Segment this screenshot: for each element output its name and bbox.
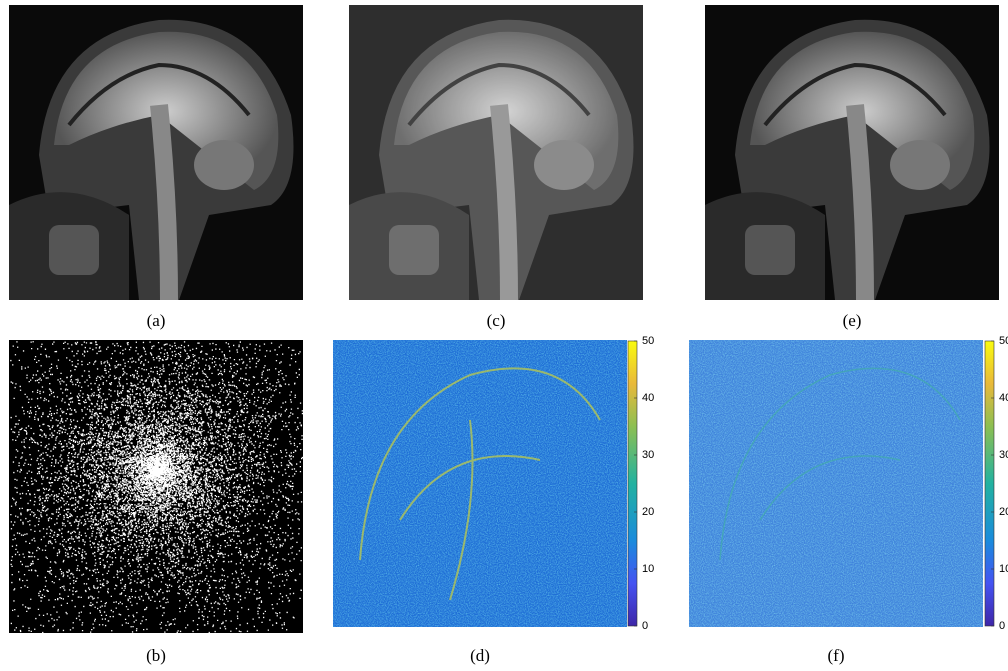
panel-caption: (e) <box>843 311 862 330</box>
figure: (a) (b) (c) (d) (e) (f) 0 10 20 30 40 50 0 10 20 30 40 50 <box>0 0 1008 671</box>
panel-caption: (a) <box>147 311 166 330</box>
colorbar-tick-label: 10 <box>999 563 1008 575</box>
reconstruction-image <box>9 5 303 300</box>
panel-caption: (f) <box>828 646 845 665</box>
page: {"panels": [{"label": "(a)"}, {"label": … <box>0 0 1008 671</box>
colorbar-tick-label: 0 <box>642 620 648 632</box>
colorbar-tick-label: 50 <box>999 335 1008 347</box>
colorbar <box>628 341 637 626</box>
colorbar-tick-label: 50 <box>642 335 654 347</box>
reconstruction-image <box>705 5 999 300</box>
colorbar-tick-label: 40 <box>999 392 1008 404</box>
panel-caption: (d) <box>470 646 490 665</box>
colorbar-tick-label: 20 <box>999 506 1008 518</box>
colorbar-tick-label: 40 <box>642 392 654 404</box>
colorbar-tick-label: 20 <box>642 506 654 518</box>
colorbar-tick-label: 10 <box>642 563 654 575</box>
colorbar-tick-label: 0 <box>999 620 1005 632</box>
error-map <box>333 340 627 627</box>
colorbar-tick-label: 30 <box>999 449 1008 461</box>
error-map <box>689 340 983 627</box>
panel-caption: (b) <box>146 646 166 665</box>
reconstruction-image <box>349 5 643 300</box>
colorbar-tick-label: 30 <box>642 449 654 461</box>
panel-caption: (c) <box>487 311 506 330</box>
colorbar <box>985 341 994 626</box>
